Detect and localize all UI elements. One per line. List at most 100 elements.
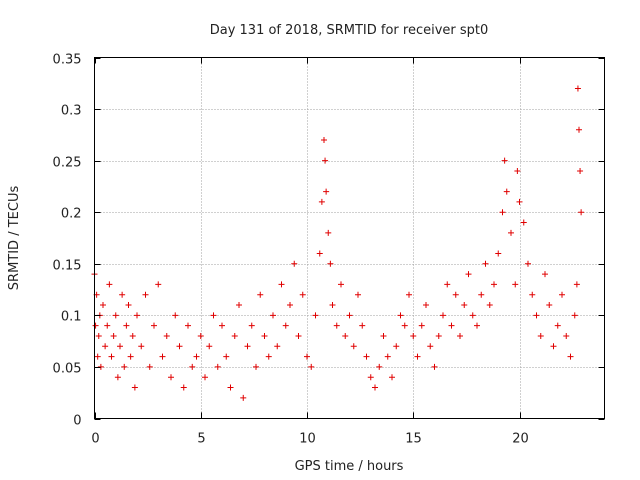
data-point (321, 137, 327, 144)
data-point (554, 322, 561, 329)
data-point (94, 353, 101, 360)
data-point (159, 353, 166, 360)
y-tick-label: 0.15 (53, 259, 82, 274)
data-point (322, 157, 329, 164)
y-tick-label: 0.3 (61, 104, 82, 119)
data-point (350, 343, 357, 350)
data-point (121, 363, 128, 370)
data-point (325, 229, 332, 236)
data-point (397, 312, 404, 319)
y-tick-label: 0.1 (61, 310, 82, 325)
data-points (91, 85, 585, 401)
data-point (180, 384, 187, 391)
data-point (418, 322, 425, 329)
data-point (278, 281, 285, 288)
data-point (295, 332, 302, 339)
data-point (367, 374, 374, 381)
data-point (108, 353, 115, 360)
data-point (176, 343, 183, 350)
grid (94, 57, 605, 419)
data-point (214, 363, 221, 370)
data-point (486, 302, 493, 309)
data-point (423, 302, 429, 309)
data-point (474, 322, 480, 329)
data-point (384, 353, 391, 360)
data-point (559, 291, 565, 298)
data-point (516, 198, 523, 205)
data-point (574, 85, 581, 92)
data-point (318, 198, 325, 205)
data-point (431, 363, 438, 370)
data-point (127, 353, 134, 360)
data-point (499, 209, 506, 216)
data-point (100, 302, 106, 309)
data-point (265, 353, 272, 360)
data-point (327, 260, 334, 267)
data-point (457, 332, 463, 339)
data-point (185, 322, 191, 329)
data-point (448, 322, 455, 329)
data-point (427, 343, 434, 350)
data-point (197, 332, 204, 339)
x-tick-label: 0 (91, 432, 99, 447)
data-point (210, 312, 217, 319)
data-point (525, 260, 531, 267)
data-point (155, 281, 162, 288)
data-point (537, 332, 544, 339)
x-tick-label: 5 (197, 432, 205, 447)
data-point (131, 384, 138, 391)
x-axis-title: GPS time / hours (295, 459, 404, 474)
data-point (146, 363, 153, 370)
y-tick-label: 0.2 (61, 207, 82, 222)
data-point (444, 281, 451, 288)
data-point (117, 343, 123, 350)
data-point (503, 188, 510, 195)
data-point (206, 343, 213, 350)
data-point (359, 322, 366, 329)
data-point (138, 343, 145, 350)
data-point (576, 126, 582, 133)
data-point (329, 302, 336, 309)
data-point (202, 374, 208, 381)
x-tick-label: 15 (405, 432, 422, 447)
data-point (573, 281, 580, 288)
data-point (401, 322, 408, 329)
data-point (104, 322, 111, 329)
data-point (223, 353, 230, 360)
data-point (414, 353, 421, 360)
data-point (189, 363, 196, 370)
data-point (95, 332, 102, 339)
data-point (333, 322, 340, 329)
data-point (129, 332, 136, 339)
x-tick-label: 20 (512, 432, 529, 447)
data-point (123, 322, 130, 329)
data-point (304, 353, 310, 360)
data-point (546, 302, 553, 309)
y-tick-label: 0.05 (53, 362, 82, 377)
data-point (257, 291, 264, 298)
data-point (219, 322, 225, 329)
data-point (542, 271, 548, 278)
y-tick-label: 0 (73, 414, 81, 429)
data-point (110, 332, 117, 339)
data-point (355, 291, 361, 298)
data-point (435, 332, 442, 339)
data-point (312, 312, 319, 319)
data-point (465, 271, 472, 278)
data-point (240, 394, 247, 401)
plot-frame (94, 57, 605, 419)
data-point (112, 312, 119, 319)
data-point (491, 281, 497, 288)
data-point (168, 374, 174, 381)
data-point (372, 384, 378, 391)
x-tick-label: 10 (299, 432, 316, 447)
y-axis-title: SRMTID / TECUs (7, 186, 22, 291)
axis-ticks (94, 57, 605, 420)
data-point (376, 363, 383, 370)
data-point (338, 281, 344, 288)
data-point (193, 353, 200, 360)
data-point (291, 260, 298, 267)
data-point (578, 209, 585, 216)
data-point (125, 302, 132, 309)
